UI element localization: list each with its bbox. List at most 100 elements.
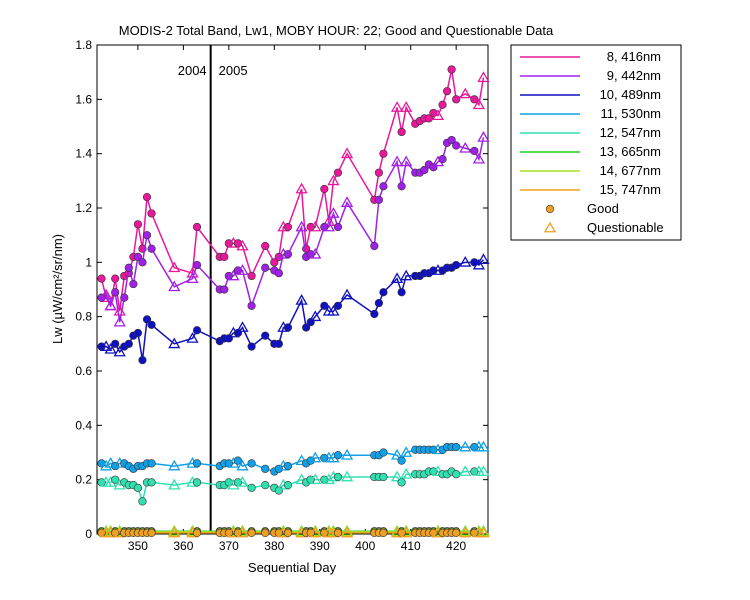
questionable-point bbox=[309, 247, 322, 259]
good-point bbox=[261, 481, 270, 490]
legend-label: 10, 489nm bbox=[600, 87, 661, 102]
questionable-point bbox=[227, 269, 240, 281]
y-tick-label: 0 bbox=[85, 527, 92, 541]
questionable-point bbox=[322, 220, 335, 232]
legend-items: 8, 416nm 9, 442nm 10, 489nm 11, 530nm 12, 54… bbox=[520, 49, 664, 235]
questionable-point bbox=[168, 459, 181, 471]
good-point bbox=[147, 209, 156, 218]
good-point bbox=[147, 459, 156, 468]
good-point bbox=[452, 470, 461, 479]
good-point bbox=[133, 483, 143, 492]
good-point bbox=[261, 241, 270, 251]
good-point bbox=[192, 478, 202, 487]
questionable-point bbox=[309, 220, 322, 232]
questionable-point bbox=[472, 152, 486, 164]
good-point bbox=[320, 184, 329, 194]
y-tick-label: 1.6 bbox=[75, 92, 92, 106]
good-point bbox=[452, 260, 461, 270]
questionable-point bbox=[472, 98, 486, 110]
questionable-point bbox=[186, 332, 199, 343]
questionable-point bbox=[168, 478, 181, 490]
good-point bbox=[333, 222, 343, 232]
questionable-point bbox=[400, 446, 413, 457]
legend-label: 12, 547nm bbox=[600, 125, 661, 140]
x-tick-label: 380 bbox=[264, 539, 284, 553]
y-tick-label: 1.8 bbox=[75, 38, 92, 52]
good-point bbox=[379, 182, 388, 191]
legend-label: 8, 416nm bbox=[607, 49, 661, 64]
good-point bbox=[138, 356, 147, 365]
questionable-point bbox=[168, 526, 181, 538]
questionable-point bbox=[459, 87, 472, 99]
good-point bbox=[452, 95, 461, 104]
good-point bbox=[124, 339, 133, 348]
questionable-point bbox=[400, 101, 413, 112]
good-point bbox=[374, 168, 383, 177]
questionable-point bbox=[309, 451, 322, 463]
legend-label: 15, 747nm bbox=[600, 182, 661, 197]
questionable-point bbox=[186, 272, 199, 284]
y-tick-label: 1.4 bbox=[75, 147, 92, 161]
questionable-point bbox=[340, 288, 354, 300]
questionable-point bbox=[322, 473, 335, 485]
good-point bbox=[142, 231, 152, 240]
questionable-point bbox=[295, 294, 308, 305]
good-point bbox=[333, 528, 343, 538]
questionable-point bbox=[104, 299, 117, 311]
good-point bbox=[470, 95, 479, 104]
good-point bbox=[397, 288, 406, 297]
good-point bbox=[220, 285, 229, 294]
questionable-point bbox=[340, 448, 354, 460]
good-point bbox=[397, 478, 406, 487]
questionable-point bbox=[168, 280, 181, 292]
good-point bbox=[261, 528, 270, 538]
questionable-point bbox=[327, 174, 340, 186]
questionable-point bbox=[459, 526, 472, 538]
good-point bbox=[283, 528, 293, 538]
good-point bbox=[133, 220, 143, 229]
x-tick-label: 350 bbox=[128, 539, 148, 553]
good-point bbox=[220, 252, 229, 261]
y-axis: 0 0.2 0.4 0.6 0.8 1 1.2 1.4 1.6 1.8 bbox=[75, 38, 488, 541]
questionable-point bbox=[113, 345, 126, 357]
x-tick-label: 360 bbox=[173, 539, 193, 553]
good-point bbox=[370, 241, 379, 251]
legend-label: 9, 442nm bbox=[607, 68, 661, 83]
good-point bbox=[124, 263, 133, 272]
questionable-point bbox=[340, 526, 354, 538]
questionable-point bbox=[104, 342, 117, 354]
good-point bbox=[374, 298, 383, 308]
questionable-point bbox=[459, 465, 472, 476]
questionable-point bbox=[236, 526, 249, 538]
good-point bbox=[420, 165, 429, 175]
good-point bbox=[142, 193, 152, 202]
good-point bbox=[333, 451, 343, 460]
good-point bbox=[261, 331, 270, 340]
good-point bbox=[379, 472, 388, 482]
questionable-point bbox=[309, 310, 322, 322]
good-point bbox=[138, 497, 147, 506]
good-point bbox=[283, 461, 293, 471]
y-tick-label: 0.4 bbox=[75, 418, 92, 432]
questionable-point bbox=[390, 448, 404, 460]
questionable-point bbox=[340, 470, 354, 482]
good-point bbox=[379, 149, 388, 158]
good-point bbox=[138, 258, 147, 267]
questionable-point bbox=[236, 264, 249, 275]
good-point bbox=[247, 459, 256, 468]
good-point bbox=[247, 271, 256, 281]
chart-title: MODIS-2 Total Band, Lw1, MOBY HOUR: 22; … bbox=[119, 23, 554, 38]
questionable-point bbox=[477, 526, 490, 538]
good-point bbox=[274, 269, 283, 278]
good-point bbox=[333, 472, 343, 482]
good-point bbox=[447, 65, 456, 74]
questionable-point bbox=[459, 440, 472, 452]
good-point bbox=[133, 252, 143, 261]
good-point bbox=[379, 448, 388, 457]
good-point bbox=[247, 342, 256, 351]
y-tick-label: 0.2 bbox=[75, 473, 92, 487]
questionable-point bbox=[431, 109, 445, 121]
good-point bbox=[111, 288, 120, 297]
questionable-point bbox=[400, 155, 413, 167]
y-tick-label: 0.8 bbox=[75, 310, 92, 324]
